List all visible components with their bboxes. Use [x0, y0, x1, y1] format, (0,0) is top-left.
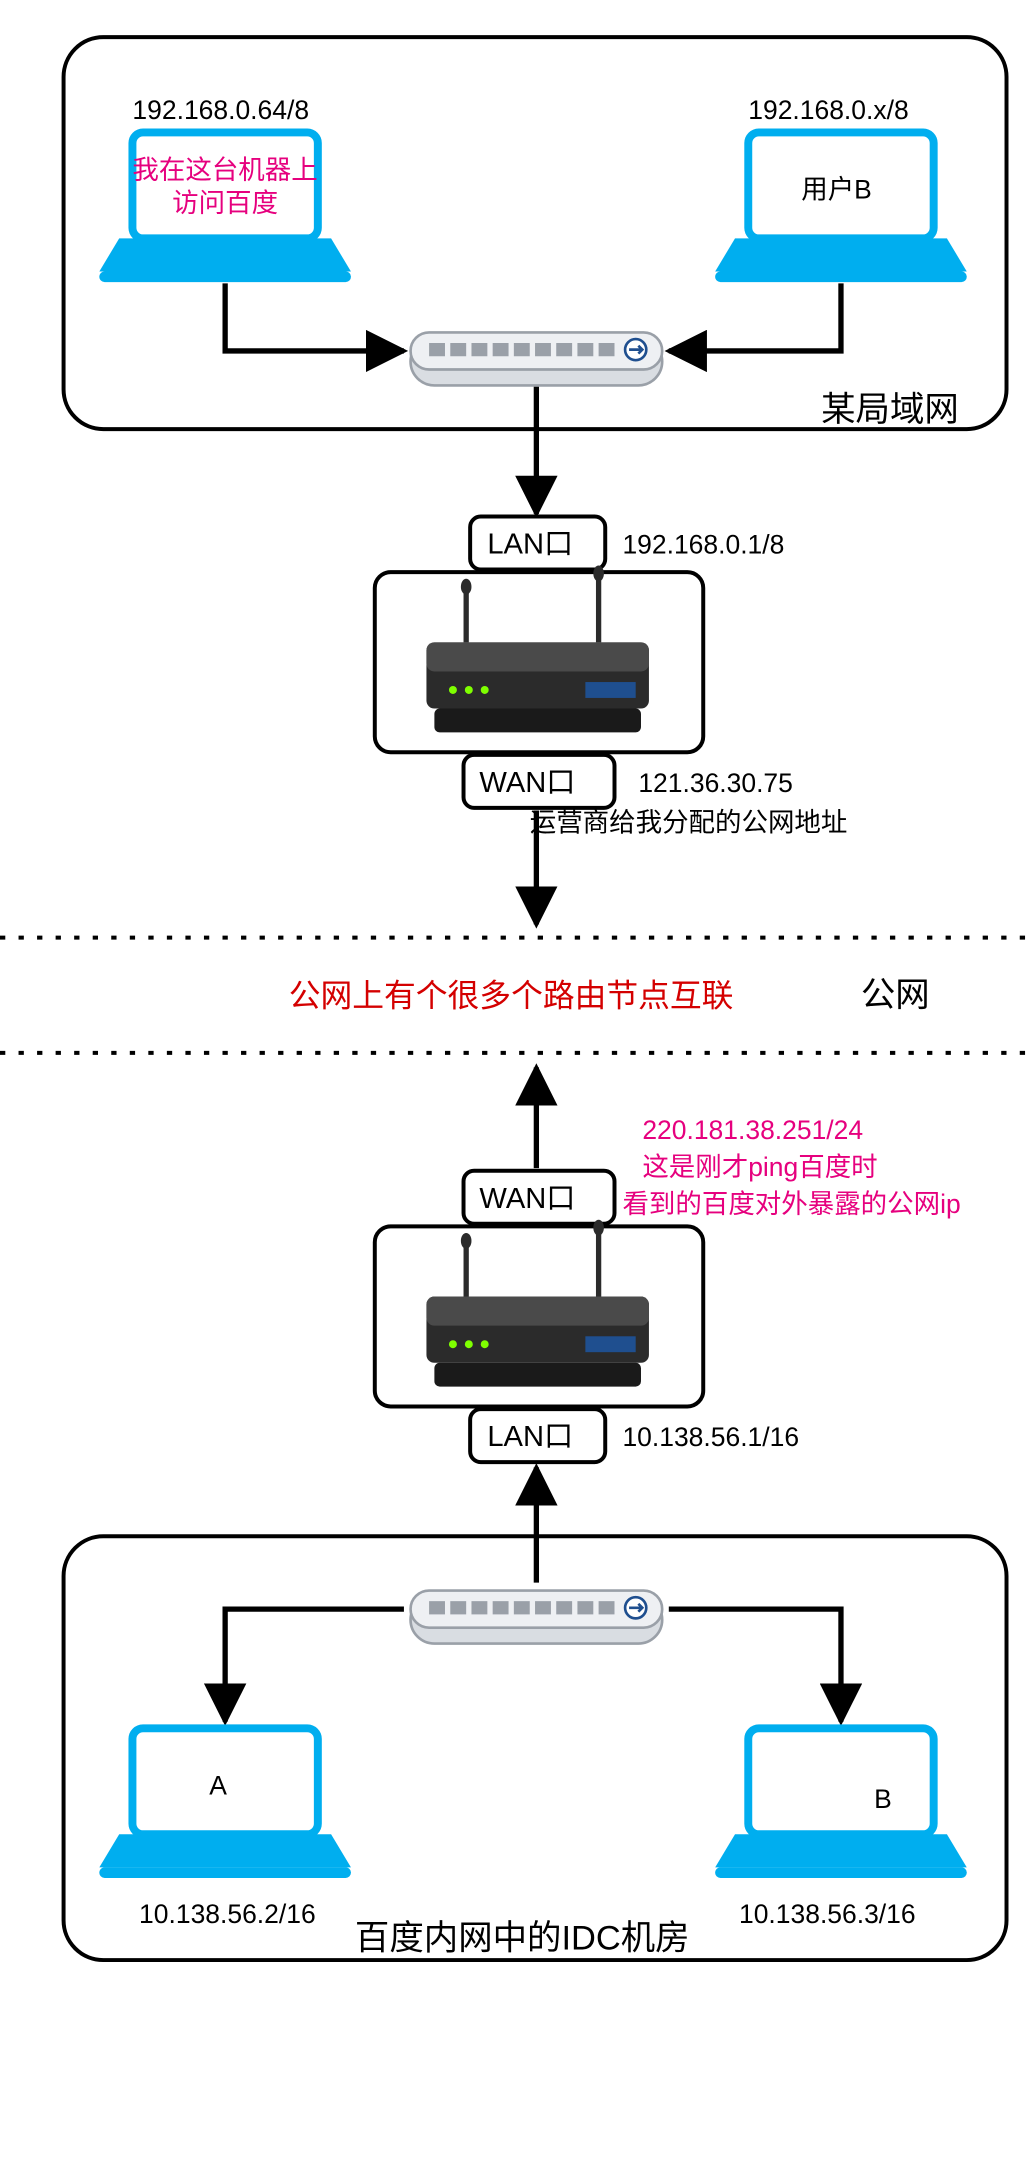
switch-top — [411, 332, 663, 385]
switch-bottom — [411, 1591, 663, 1644]
laptop-right-top — [715, 132, 967, 282]
public-note: 公网上有个很多个路由节点互联 — [289, 978, 734, 1014]
wan-bottom-ip: 220.181.38.251/24 — [642, 1115, 863, 1145]
wan-port-bottom-label: WAN口 — [479, 1183, 575, 1215]
wan-port-top-label: WAN口 — [479, 767, 575, 799]
right-pc-label: 用户B — [801, 175, 872, 205]
wire-left-bottom — [225, 1609, 404, 1722]
lan-top-title: 某局域网 — [821, 391, 959, 429]
wan-port-top-note: 运营商给我分配的公网地址 — [530, 808, 848, 838]
lan-port-bottom-label: LAN口 — [487, 1421, 573, 1453]
laptop-b-ip: 10.138.56.3/16 — [739, 1899, 916, 1929]
left-pc-text1: 我在这台机器上 — [132, 155, 317, 185]
public-label: 公网 — [861, 977, 930, 1015]
left-pc-text2: 访问百度 — [172, 188, 278, 218]
wire-left-top — [225, 283, 404, 351]
lan-bottom-title: 百度内网中的IDC机房 — [355, 1919, 690, 1957]
laptop-a-label: A — [209, 1771, 227, 1801]
network-diagram: 某局域网 192.168.0.64/8 我在这台机器上 访问百度 192.168… — [0, 0, 1033, 2165]
wan-bottom-note1: 这是刚才ping百度时 — [642, 1152, 877, 1182]
wan-port-top-ip: 121.36.30.75 — [638, 768, 793, 798]
laptop-a-ip: 10.138.56.2/16 — [139, 1899, 316, 1929]
right-pc-ip: 192.168.0.x/8 — [748, 95, 908, 125]
laptop-b — [715, 1728, 967, 1878]
laptop-a — [99, 1728, 351, 1878]
lan-port-top-ip: 192.168.0.1/8 — [622, 530, 784, 560]
wire-right-top — [669, 283, 841, 351]
wire-right-bottom — [669, 1609, 841, 1722]
wan-bottom-note2: 看到的百度对外暴露的公网ip — [622, 1189, 960, 1219]
laptop-b-label: B — [874, 1784, 892, 1814]
lan-port-bottom-ip: 10.138.56.1/16 — [622, 1422, 799, 1452]
lan-port-top-label: LAN口 — [487, 529, 573, 561]
left-pc-ip: 192.168.0.64/8 — [132, 95, 309, 125]
